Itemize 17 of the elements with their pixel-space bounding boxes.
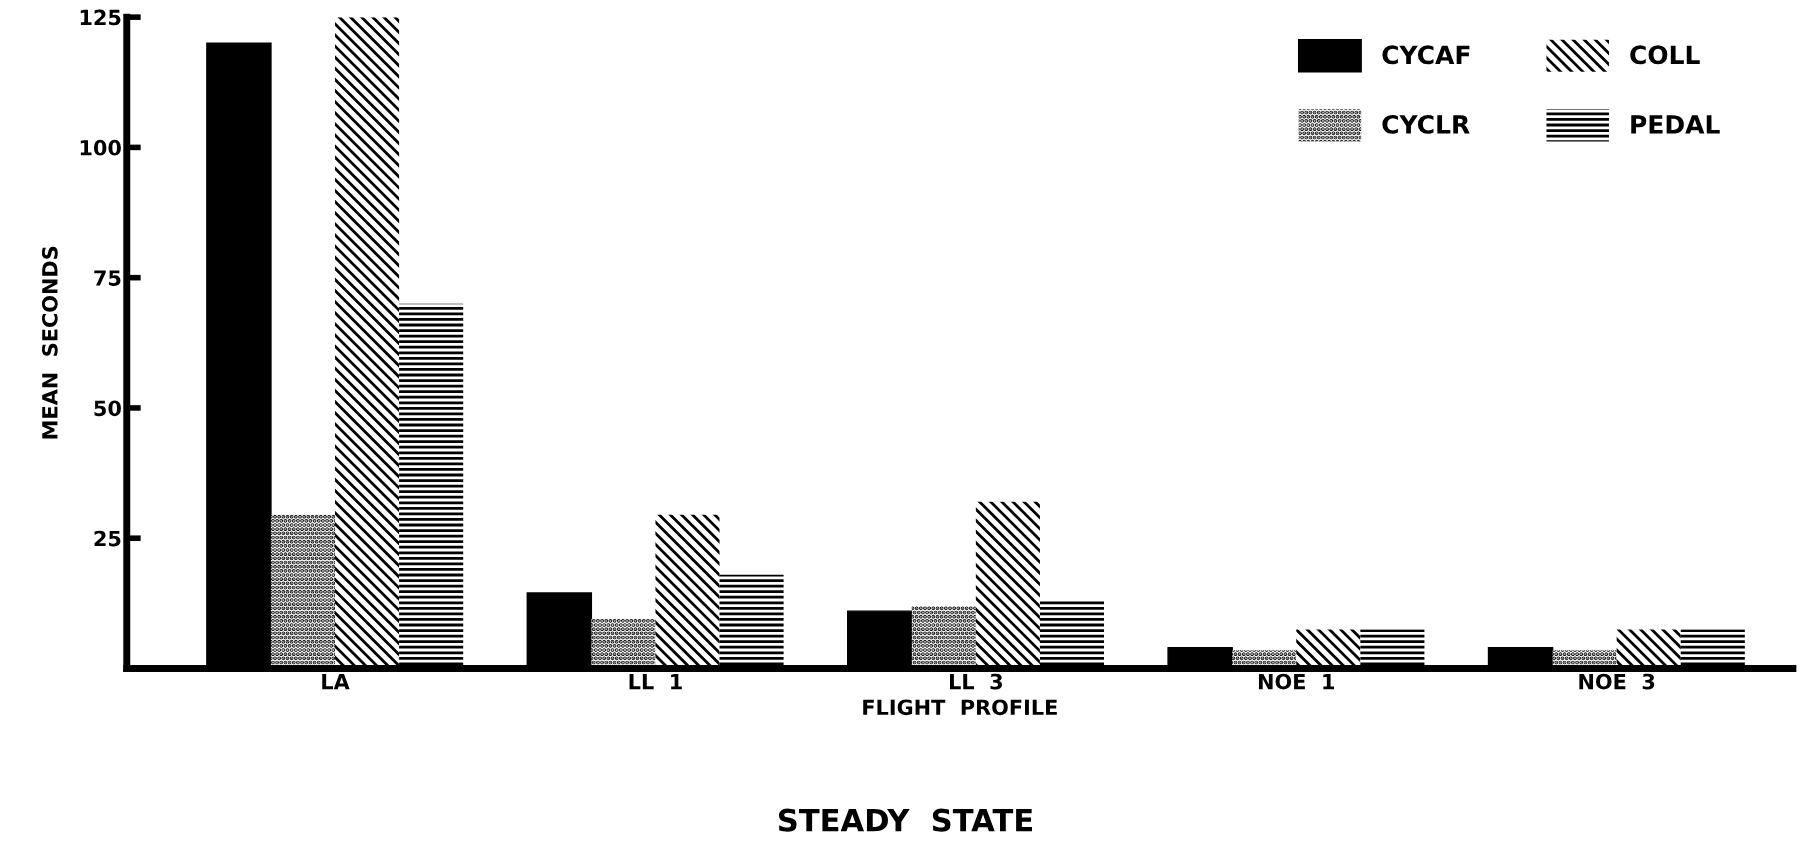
text: STEADY STATE [778,808,1032,832]
x-tick-label: NOE 3 [1579,673,1655,690]
legend-label: CYCLR [1382,114,1470,134]
y-tick-label: 25 [94,530,121,547]
x-tick-label: LL 1 [629,673,682,690]
x-tick-label: NOE 1 [1258,673,1335,690]
y-tick-label: 50 [94,400,121,417]
y-axis-title: MEAN SECONDS [41,246,58,439]
legend-label: CYCAF [1382,45,1470,65]
y-tick-label: 125 [80,9,121,26]
y-tick-label: 75 [94,270,121,286]
x-axis-title: FLIGHT PROFILE [863,699,1057,716]
x-tick-label: LA [322,673,350,690]
x-tick-label: LL 3 [949,673,1002,690]
legend-label: COLL [1630,45,1700,65]
y-tick-label: 100 [80,139,121,156]
legend-label: PEDAL [1631,115,1720,134]
